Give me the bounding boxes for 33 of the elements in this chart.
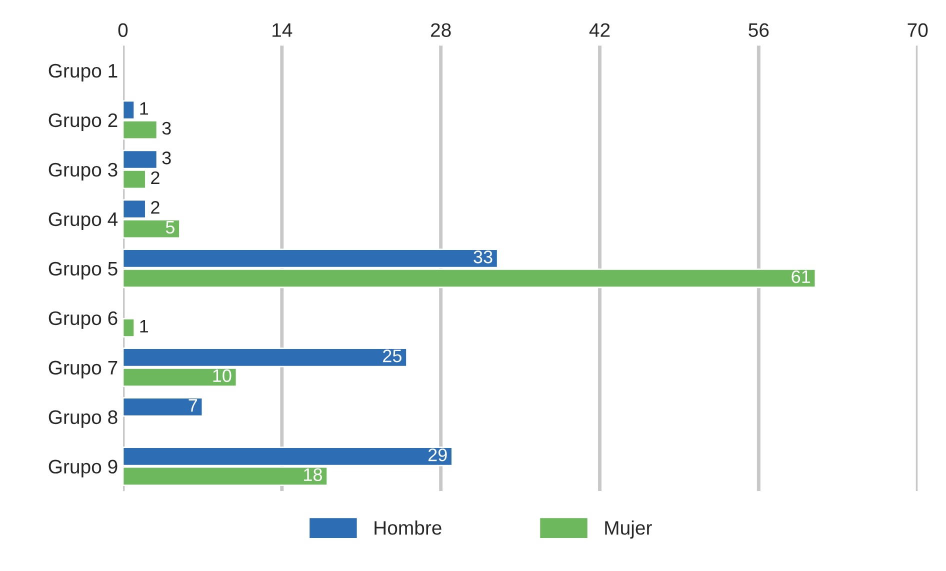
data-label: 18 <box>304 468 322 482</box>
data-label: 25 <box>383 350 402 362</box>
y-tick-label: Grupo 9 <box>48 460 118 478</box>
data-label: 3 <box>162 152 171 164</box>
data-label: 7 <box>188 399 197 412</box>
data-label: 29 <box>428 448 447 462</box>
data-label: 3 <box>162 122 171 135</box>
data-label: 2 <box>151 171 160 184</box>
x-tick-label: 56 <box>748 23 769 37</box>
data-label: 1 <box>140 102 148 115</box>
legend-label: Hombre <box>374 520 442 535</box>
y-tick-label: Grupo 3 <box>48 162 118 180</box>
y-tick-label: Grupo 8 <box>48 410 118 428</box>
data-label: 61 <box>792 270 810 284</box>
x-tick-label: 0 <box>118 23 128 37</box>
x-tick-label: 28 <box>431 23 451 37</box>
data-label: 10 <box>213 369 232 382</box>
data-label: 1 <box>140 320 148 332</box>
x-tick-label: 14 <box>272 23 292 37</box>
x-tick-label: 70 <box>908 23 928 37</box>
y-tick-label: Grupo 6 <box>48 311 118 329</box>
bar <box>122 318 136 338</box>
y-tick-label: Grupo 7 <box>48 360 118 378</box>
bar <box>122 397 204 417</box>
y-tick-label: Grupo 5 <box>48 262 118 280</box>
y-tick-label: Grupo 2 <box>48 113 118 131</box>
data-label: 5 <box>166 221 174 234</box>
legend-label: Mujer <box>605 520 652 539</box>
x-tick-label: 42 <box>589 23 610 37</box>
data-label: 33 <box>474 250 492 264</box>
y-tick-label: Grupo 4 <box>48 212 118 230</box>
y-tick-label: Grupo 1 <box>48 64 118 82</box>
data-label: 2 <box>151 201 160 214</box>
